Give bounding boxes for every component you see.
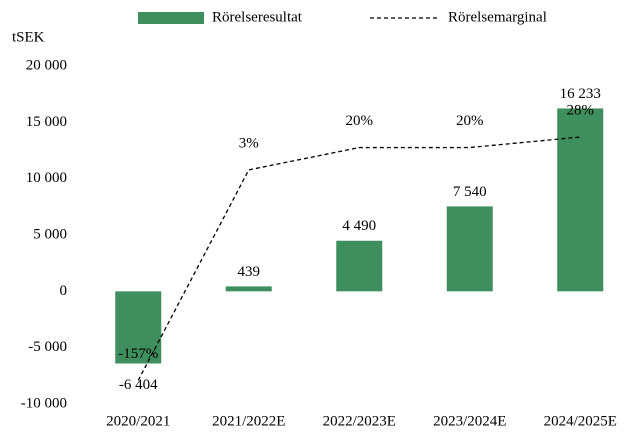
x-tick-label: 2024/2025E	[544, 413, 617, 429]
line-value-label: 3%	[239, 135, 259, 151]
x-tick-label: 2023/2024E	[433, 413, 506, 429]
bar	[115, 291, 162, 364]
y-tick-label: 15 000	[26, 114, 67, 130]
line	[137, 136, 581, 381]
bar-value-label: -6 404	[119, 377, 158, 393]
line-value-label: -157%	[118, 346, 158, 362]
bar	[446, 206, 493, 292]
bar-value-label: 16 233	[560, 86, 601, 102]
y-tick-label: 0	[60, 283, 68, 299]
bar-value-label: 4 490	[342, 218, 376, 234]
x-tick-label: 2022/2023E	[323, 413, 396, 429]
line-value-label: 28%	[567, 102, 595, 118]
y-tick-label: 20 000	[26, 57, 67, 73]
y-tick-label: -10 000	[21, 395, 67, 411]
legend-label: Rörelseresultat	[212, 9, 303, 25]
y-tick-label: 10 000	[26, 170, 67, 186]
x-tick-label: 2021/2022E	[212, 413, 285, 429]
line-value-label: 20%	[456, 113, 484, 129]
bar	[557, 108, 604, 292]
y-axis-label: tSEK	[12, 29, 45, 45]
bar-value-label: 439	[238, 264, 261, 280]
x-tick-label: 2020/2021	[106, 413, 170, 429]
bar-value-label: 7 540	[453, 184, 487, 200]
bar	[225, 286, 272, 292]
legend-swatch	[138, 12, 204, 24]
line-value-label: 20%	[346, 113, 374, 129]
legend-label: Rörelsemarginal	[448, 9, 547, 25]
y-tick-label: -5 000	[28, 339, 67, 355]
bar	[336, 240, 383, 292]
y-tick-label: 5 000	[33, 226, 67, 242]
